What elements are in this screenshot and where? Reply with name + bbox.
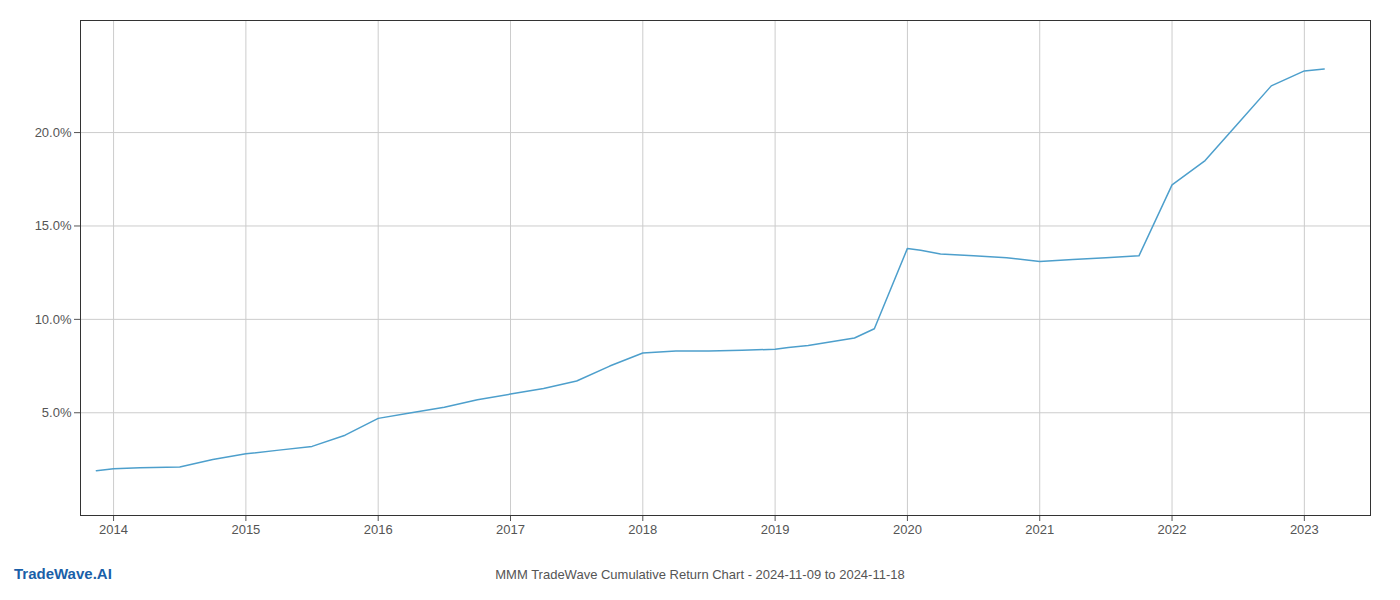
html-text:TradeWave.AI: TradeWave.AI: [14, 565, 112, 582]
svg-text:2021: 2021: [1025, 522, 1054, 537]
svg-text:2014: 2014: [99, 522, 128, 537]
svg-text:2019: 2019: [761, 522, 790, 537]
svg-text:5.0%: 5.0%: [42, 405, 72, 420]
svg-text:2018: 2018: [628, 522, 657, 537]
svg-text:2022: 2022: [1158, 522, 1187, 537]
svg-text:2016: 2016: [364, 522, 393, 537]
svg-text:2023: 2023: [1290, 522, 1319, 537]
svg-text:2017: 2017: [496, 522, 525, 537]
svg-text:20.0%: 20.0%: [35, 125, 72, 140]
svg-text:2020: 2020: [893, 522, 922, 537]
svg-text:10.0%: 10.0%: [35, 312, 72, 327]
svg-text:15.0%: 15.0%: [35, 218, 72, 233]
svg-text:2015: 2015: [231, 522, 260, 537]
html-text:MMM TradeWave Cumulative Retur: MMM TradeWave Cumulative Return Chart - …: [495, 567, 905, 582]
